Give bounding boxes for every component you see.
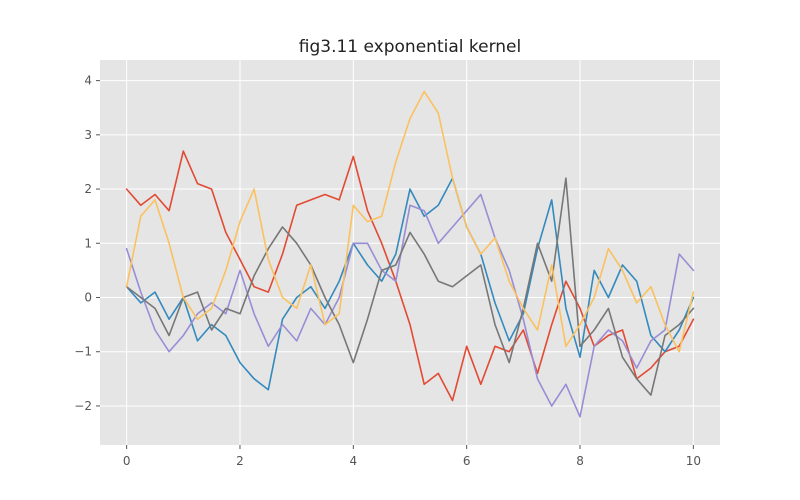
y-tick-label: 2 xyxy=(84,182,92,196)
y-tick-label: −2 xyxy=(74,399,92,413)
x-tick-label: 0 xyxy=(123,454,131,468)
y-axis: −2 −1 0 1 2 3 4 xyxy=(74,74,100,413)
chart-title: fig3.11 exponential kernel xyxy=(299,37,521,57)
x-tick-label: 8 xyxy=(576,454,584,468)
series-group xyxy=(125,90,695,418)
series-line-3 xyxy=(125,193,695,418)
series-line-1 xyxy=(125,150,695,402)
y-tick-label: 1 xyxy=(84,236,92,250)
y-tick-label: −1 xyxy=(74,345,92,359)
x-axis: 0 2 4 6 8 10 xyxy=(123,445,701,468)
plot-area xyxy=(100,60,720,445)
series-line-5 xyxy=(125,90,695,353)
x-tick-label: 2 xyxy=(236,454,244,468)
x-tick-label: 10 xyxy=(686,454,701,468)
series-line-4 xyxy=(125,177,695,396)
x-tick-label: 4 xyxy=(350,454,358,468)
y-tick-label: 4 xyxy=(84,74,92,88)
y-tick-label: 0 xyxy=(84,291,92,305)
x-tick-label: 6 xyxy=(463,454,471,468)
y-tick-label: 3 xyxy=(84,128,92,142)
